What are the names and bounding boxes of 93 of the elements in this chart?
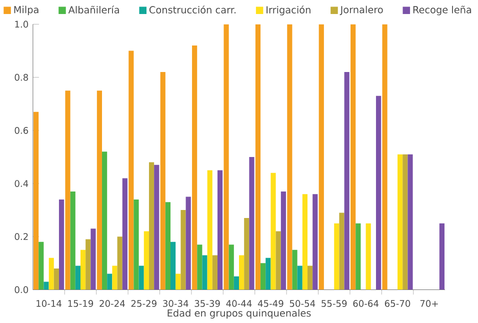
bar xyxy=(212,255,218,290)
y-tick-label: 1.0 xyxy=(15,20,28,28)
bar xyxy=(75,266,80,290)
bar xyxy=(197,244,202,290)
bar xyxy=(244,218,250,290)
bar xyxy=(366,224,371,290)
bar xyxy=(318,24,324,290)
bar xyxy=(48,258,54,290)
bar xyxy=(350,24,356,290)
bar xyxy=(334,224,340,290)
bar xyxy=(292,250,298,290)
bar xyxy=(217,170,223,290)
bar xyxy=(176,274,181,290)
bar xyxy=(302,194,308,290)
bar xyxy=(266,258,271,290)
bar xyxy=(408,154,413,290)
bar xyxy=(398,154,403,290)
bar xyxy=(54,268,59,290)
bar xyxy=(34,112,39,290)
x-axis-title: Edad en grupos quinquenales xyxy=(168,309,311,319)
bar xyxy=(38,242,44,290)
bar xyxy=(128,50,134,290)
y-tick-label: 0.4 xyxy=(14,180,28,188)
bar xyxy=(202,255,208,290)
legend-label: Milpa xyxy=(14,6,38,16)
bar xyxy=(356,224,361,290)
y-tick-label: 0.2 xyxy=(14,233,28,240)
bar xyxy=(58,200,64,290)
x-tick-label: 55-59 xyxy=(322,300,347,308)
bar xyxy=(144,231,149,290)
bar xyxy=(287,24,292,290)
legend-label: Construcción carr. xyxy=(149,6,236,14)
bar xyxy=(148,162,154,290)
bar xyxy=(297,266,302,290)
bar xyxy=(160,72,166,290)
bar xyxy=(186,196,191,290)
y-tick-label: 0.8 xyxy=(14,74,28,81)
bar xyxy=(344,72,350,290)
bar xyxy=(402,154,408,290)
bar xyxy=(112,266,118,290)
bar xyxy=(70,192,76,290)
x-tick-label: 70+ xyxy=(420,300,438,308)
x-tick-label: 65-70 xyxy=(384,300,410,308)
bar xyxy=(134,200,139,290)
bar xyxy=(80,250,86,290)
bar xyxy=(96,90,102,290)
y-tick-label: 0.0 xyxy=(14,286,28,294)
bar xyxy=(122,178,128,290)
bar xyxy=(234,276,239,290)
bar xyxy=(280,192,286,290)
bar xyxy=(307,266,313,290)
x-tick-label: 35-39 xyxy=(194,300,220,308)
legend-label: Recoge leña xyxy=(413,6,472,16)
bar xyxy=(260,263,266,290)
y-tick-label: 0.6 xyxy=(14,127,28,134)
legend-label: Jornalero xyxy=(340,6,383,16)
bar xyxy=(138,266,144,290)
bar xyxy=(439,224,444,290)
bar xyxy=(270,173,276,290)
bar xyxy=(90,228,96,290)
bar xyxy=(339,212,344,290)
x-tick-label: 20-24 xyxy=(100,300,125,308)
bar xyxy=(154,165,160,290)
bar xyxy=(239,255,244,290)
bar xyxy=(224,24,229,290)
bar xyxy=(376,96,382,290)
bar xyxy=(107,274,112,290)
x-tick-label: 60-64 xyxy=(353,300,378,308)
bar xyxy=(180,210,186,290)
bar xyxy=(170,242,176,290)
x-tick-label: 40-44 xyxy=(226,300,252,308)
bar xyxy=(207,170,212,290)
bar xyxy=(117,236,122,290)
x-tick-label: 25-29 xyxy=(131,300,156,308)
bar xyxy=(192,46,198,290)
bar xyxy=(255,24,261,290)
bar xyxy=(249,157,254,290)
bar xyxy=(276,231,281,290)
bar xyxy=(86,239,91,290)
legend-label: Albañilería xyxy=(68,6,119,14)
bar xyxy=(228,244,234,290)
bar xyxy=(165,202,171,290)
x-tick-label: 50-54 xyxy=(290,300,316,308)
bar xyxy=(65,90,70,290)
x-tick-label: 30-34 xyxy=(163,300,188,308)
legend-label: Irrigación xyxy=(266,6,310,16)
bar xyxy=(382,24,388,290)
x-tick-label: 15-19 xyxy=(68,300,94,308)
bar xyxy=(44,282,49,290)
bar xyxy=(102,152,108,290)
x-tick-label: 45-49 xyxy=(258,300,284,308)
bar xyxy=(312,194,318,290)
x-tick-label: 10-14 xyxy=(36,300,62,308)
